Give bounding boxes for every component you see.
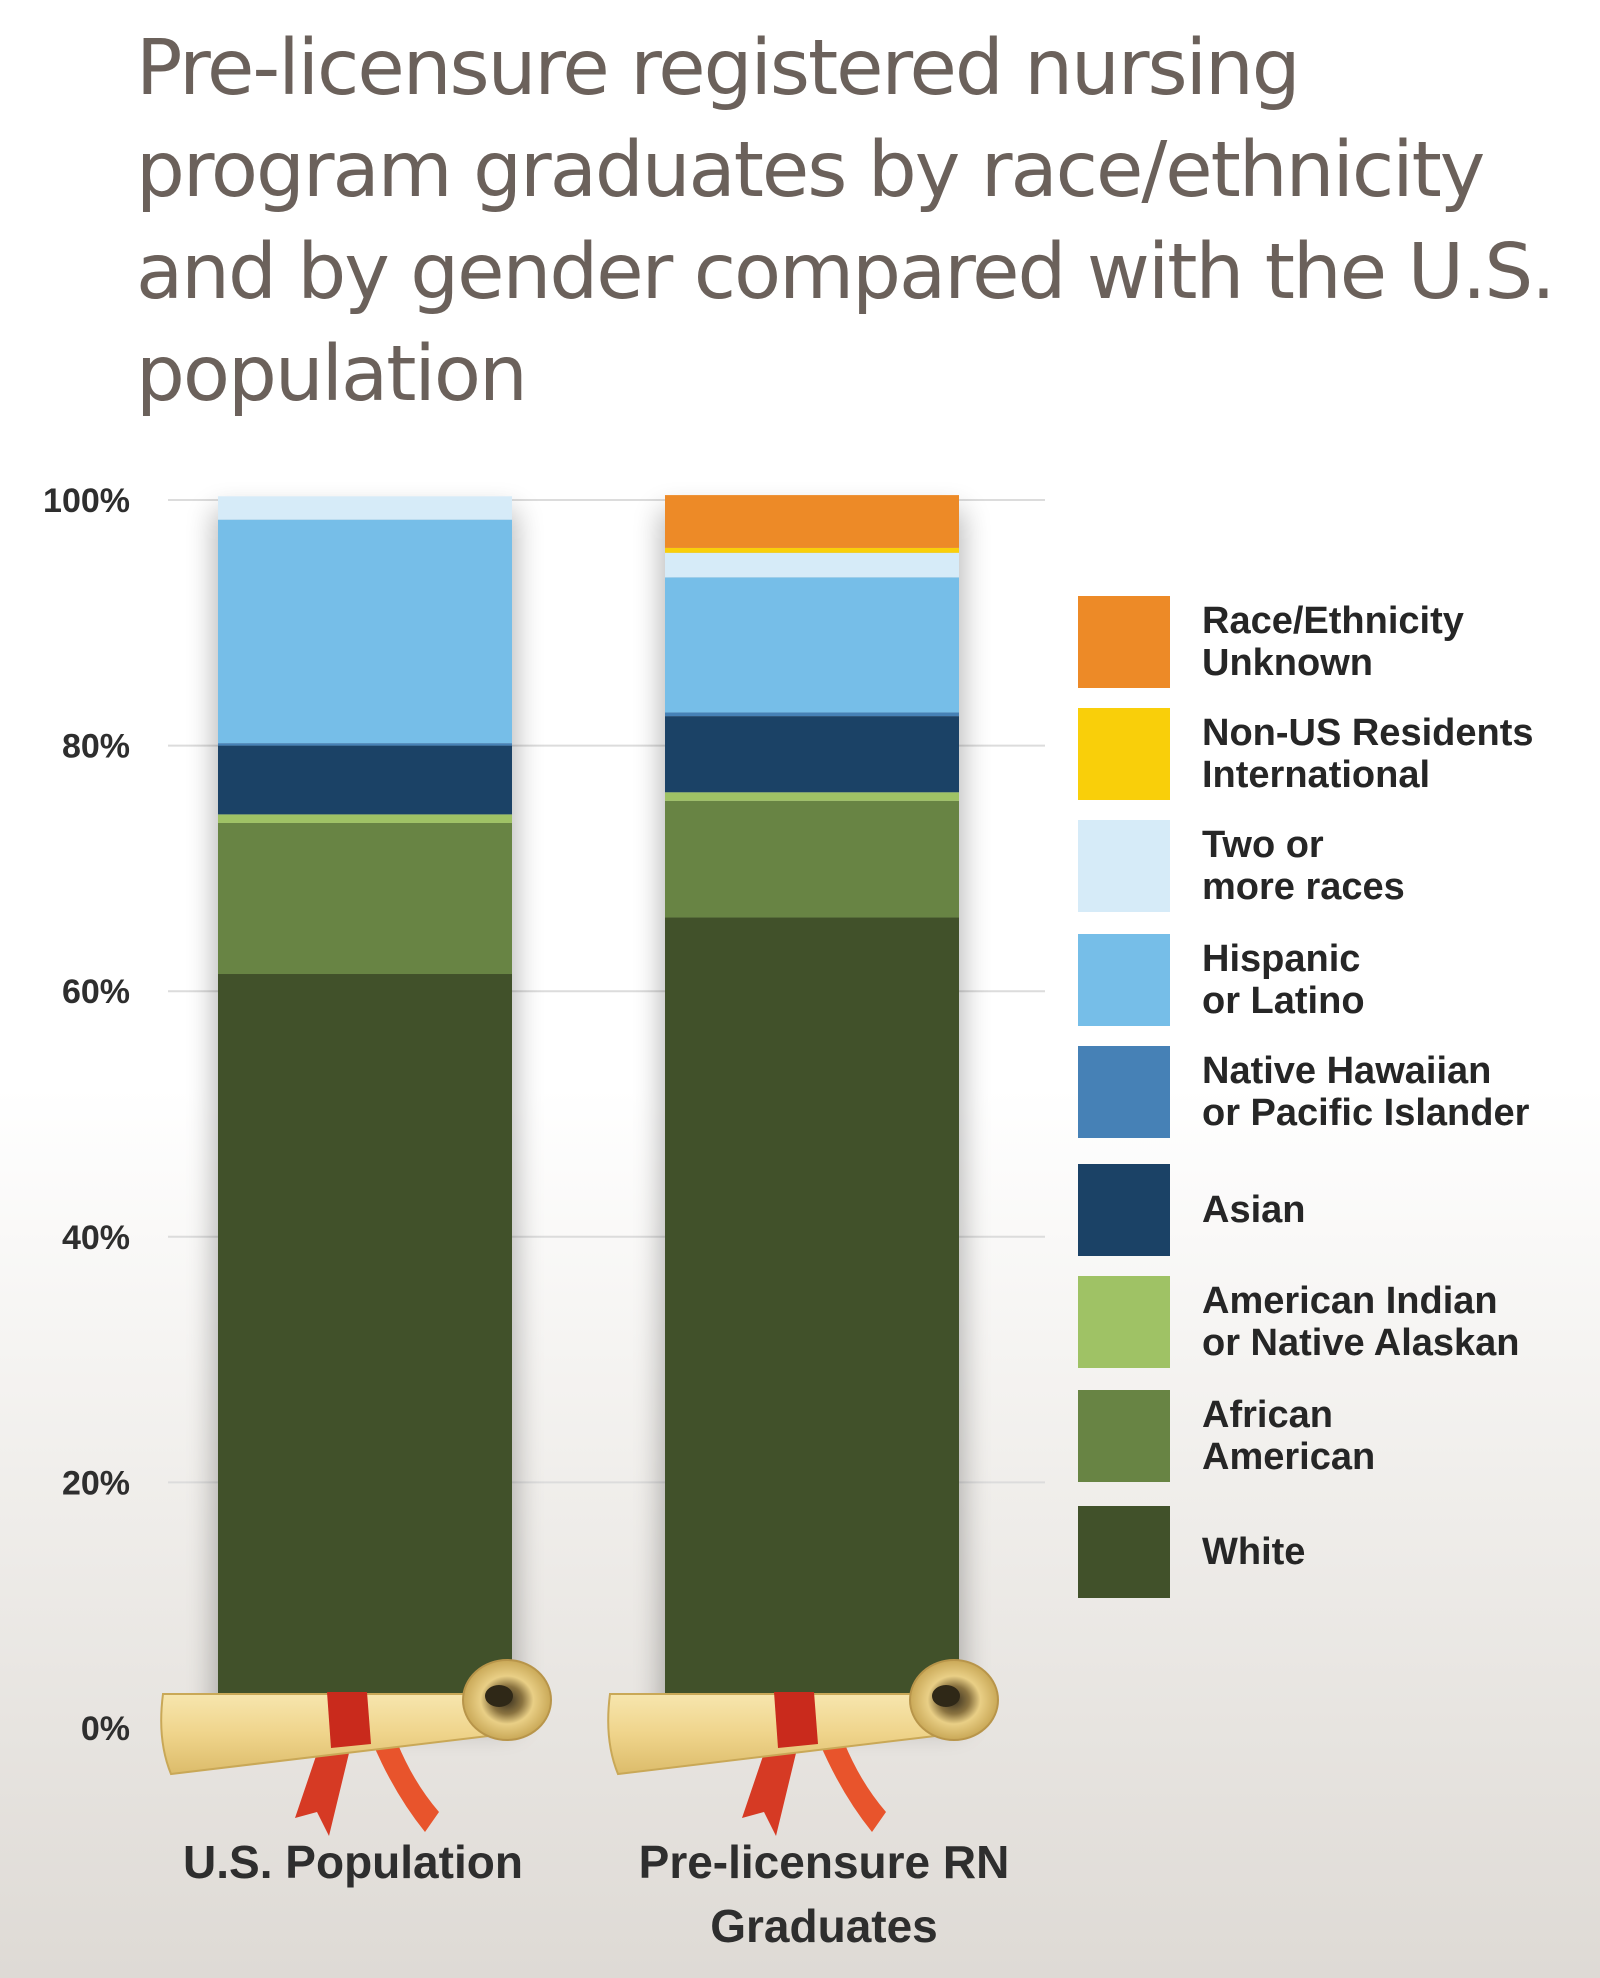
bar-segment [218, 974, 512, 1728]
legend-item: Hispanic or Latino [1078, 934, 1598, 1026]
bar-segment [665, 716, 959, 793]
legend-label: White [1202, 1531, 1306, 1573]
bar-segment [665, 577, 959, 713]
legend-swatch [1078, 1046, 1170, 1138]
bar-segment [665, 495, 959, 548]
legend-item: Asian [1078, 1164, 1598, 1256]
bar-segment [218, 745, 512, 815]
legend-swatch [1078, 820, 1170, 912]
legend-item: African American [1078, 1390, 1598, 1482]
chart-title: Pre-licensure registered nursing program… [136, 24, 1556, 419]
y-axis: 0% 20% 40% 60% 80% 100% [43, 482, 130, 1748]
bar-segment [665, 552, 959, 578]
legend-label: Native Hawaiian or Pacific Islander [1202, 1050, 1530, 1134]
x-axis-labels: U.S. Population Pre-licensure RN Graduates [183, 1836, 1009, 1952]
scroll-icon [607, 1659, 999, 1836]
legend-label: Hispanic or Latino [1202, 938, 1365, 1022]
legend-swatch [1078, 1390, 1170, 1482]
category-label: Graduates [710, 1900, 938, 1952]
bar-segment [665, 800, 959, 918]
legend-item: American Indian or Native Alaskan [1078, 1276, 1598, 1368]
legend-label: Two or more races [1202, 824, 1405, 908]
bar-segment [218, 814, 512, 823]
legend-item: Non-US Residents International [1078, 708, 1598, 800]
legend-item: Two or more races [1078, 820, 1598, 912]
legend-label: American Indian or Native Alaskan [1202, 1280, 1520, 1364]
legend-swatch [1078, 596, 1170, 688]
legend-swatch [1078, 708, 1170, 800]
legend-item: White [1078, 1506, 1598, 1598]
legend-label: African American [1202, 1394, 1376, 1478]
bar-segment [665, 917, 959, 1728]
bar-segment [218, 496, 512, 520]
y-tick-label: 100% [43, 482, 130, 520]
legend-swatch [1078, 1276, 1170, 1368]
legend-swatch [1078, 1164, 1170, 1256]
bar-segment [665, 547, 959, 553]
bar-segment [218, 519, 512, 744]
legend-label: Non-US Residents International [1202, 712, 1534, 796]
bar-segment [665, 712, 959, 717]
scroll-icon [160, 1659, 552, 1836]
y-tick-label: 20% [62, 1464, 130, 1502]
category-label: Pre-licensure RN [639, 1836, 1010, 1888]
bars [214, 495, 963, 1728]
legend-swatch [1078, 1506, 1170, 1598]
bar-segment [218, 822, 512, 975]
legend-label: Asian [1202, 1189, 1306, 1231]
legend-item: Native Hawaiian or Pacific Islander [1078, 1046, 1598, 1138]
bar-segment [218, 743, 512, 746]
y-tick-label: 40% [62, 1219, 130, 1257]
legend-swatch [1078, 934, 1170, 1026]
bar-segment [665, 792, 959, 801]
y-tick-label: 0% [81, 1710, 130, 1748]
diploma-scrolls [160, 1659, 999, 1836]
legend-label: Race/Ethnicity Unknown [1202, 600, 1464, 684]
legend-item: Race/Ethnicity Unknown [1078, 596, 1598, 688]
y-tick-label: 80% [62, 728, 130, 766]
category-label: U.S. Population [183, 1836, 523, 1888]
y-tick-label: 60% [62, 973, 130, 1011]
